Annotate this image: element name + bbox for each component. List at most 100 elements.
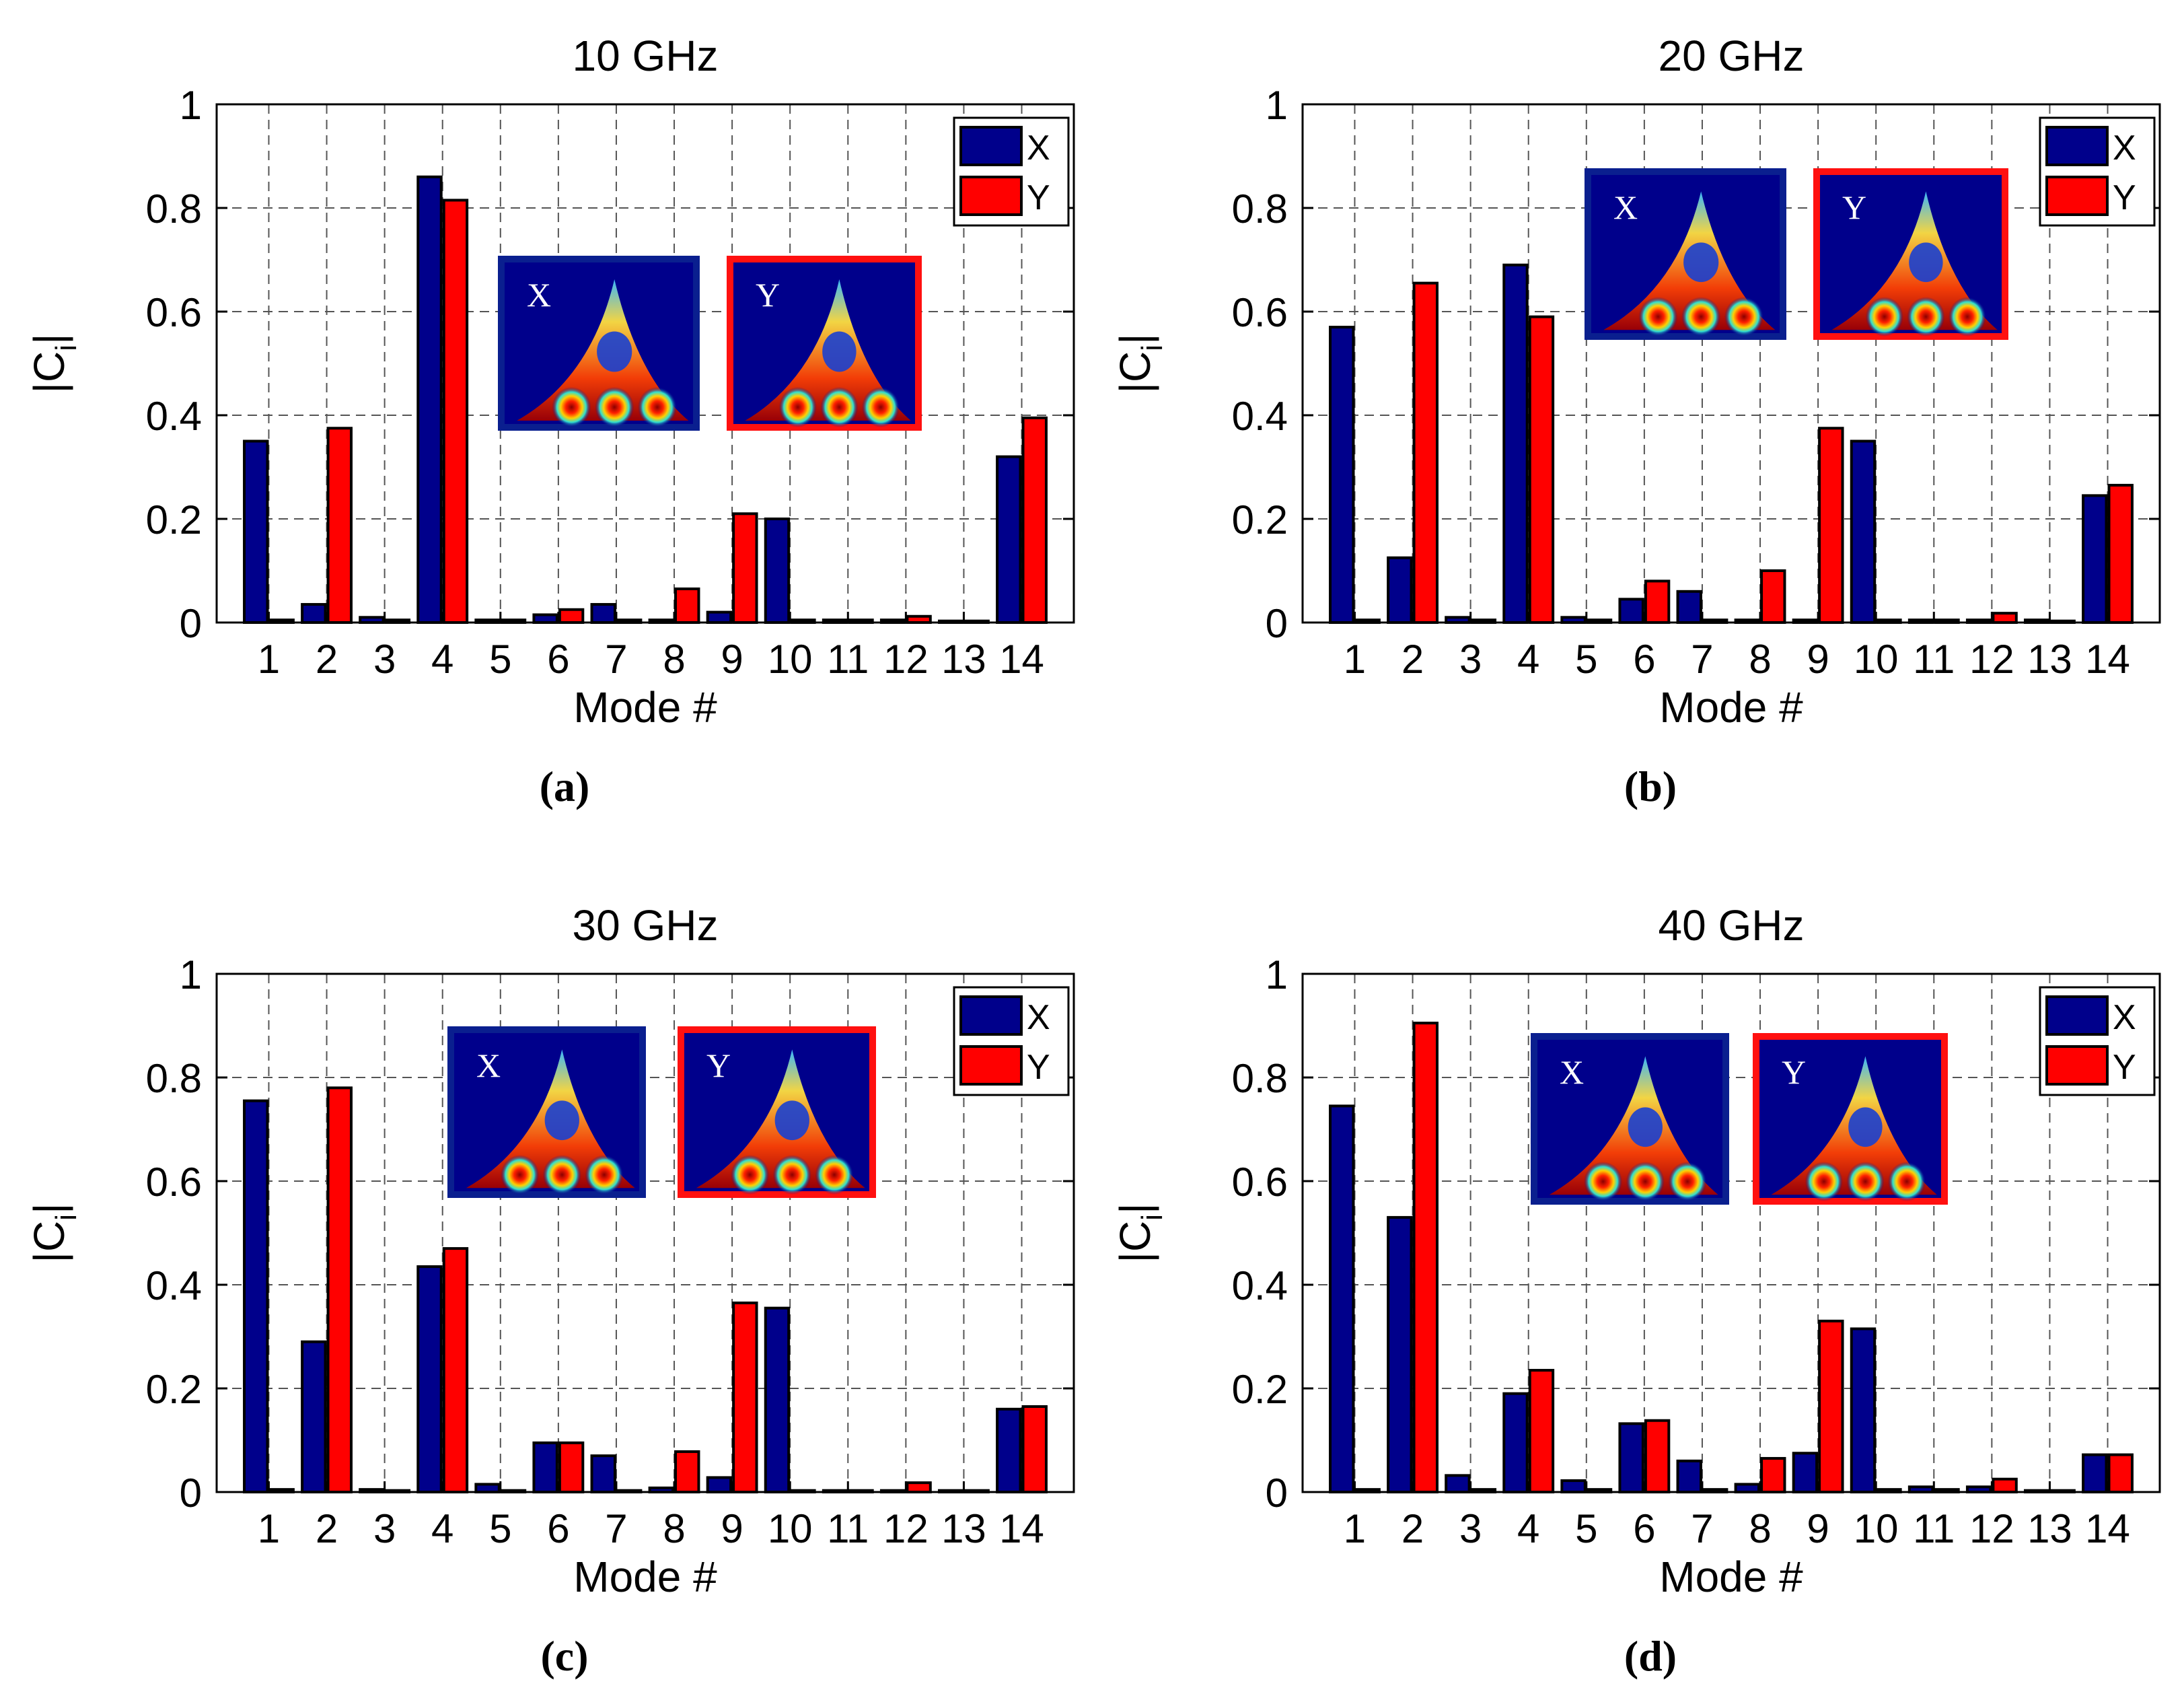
bar-x-mode-5 — [474, 1483, 501, 1493]
x-tick-label: 6 — [1633, 637, 1655, 682]
x-tick-label: 11 — [827, 637, 869, 682]
x-tick-label: 11 — [827, 1506, 869, 1551]
bar-y-mode-14 — [1021, 1405, 1048, 1493]
bar-x-mode-2 — [301, 603, 327, 624]
bar-y-mode-14 — [1021, 416, 1048, 624]
bar-y-mode-6 — [558, 608, 585, 624]
y-tick-label: 1 — [180, 952, 202, 997]
y-axis-label-subscript: i — [50, 345, 83, 351]
legend-label-y: Y — [2113, 1048, 2136, 1087]
bar-y-mode-8 — [674, 587, 700, 625]
inset-label-x: X — [1613, 188, 1638, 226]
inset-label-x: X — [1560, 1053, 1584, 1091]
field-hotspot — [1724, 297, 1763, 337]
bar-x-mode-7 — [590, 1454, 616, 1494]
inset-label-y: Y — [1842, 188, 1866, 226]
field-hotspot — [552, 387, 591, 427]
field-hotspot — [595, 387, 634, 427]
field-hotspot — [1626, 1162, 1665, 1201]
bar-y-mode-2 — [326, 1086, 353, 1493]
x-tick-label: 2 — [1402, 1506, 1424, 1551]
field-inset-x: X — [1531, 1033, 1729, 1205]
x-tick-label: 9 — [1807, 637, 1829, 682]
y-tick-label: 0 — [180, 1471, 202, 1516]
x-tick-label: 4 — [1517, 1506, 1539, 1551]
x-tick-label: 8 — [1749, 637, 1771, 682]
field-hotspot — [1907, 297, 1945, 337]
x-tick-label: 8 — [663, 637, 685, 682]
axis-frame — [1301, 972, 2161, 1493]
legend-label-y: Y — [1027, 1048, 1050, 1087]
field-hotspot — [772, 1155, 811, 1195]
bar-x-mode-1 — [243, 1099, 269, 1493]
bar-x-mode-1 — [1329, 1104, 1355, 1493]
bar-x-mode-9 — [1792, 1452, 1819, 1493]
y-tick-label: 0.2 — [146, 1367, 202, 1412]
field-inset-y: Y — [678, 1026, 876, 1198]
y-tick-label: 0.4 — [146, 394, 202, 439]
x-tick-label: 2 — [316, 1506, 338, 1551]
x-tick-label: 12 — [883, 637, 929, 682]
legend-swatch-y — [959, 1045, 1023, 1086]
bar-x-mode-1 — [243, 439, 269, 624]
x-tick-label: 5 — [1575, 1506, 1597, 1551]
bar-x-mode-10 — [1850, 1327, 1877, 1493]
bar-y-mode-12 — [906, 1481, 932, 1493]
bar-x-mode-14 — [996, 1407, 1022, 1494]
panel-label: (c) — [540, 1632, 588, 1680]
field-hotspot — [501, 1155, 540, 1195]
bar-x-mode-14 — [996, 455, 1022, 624]
x-tick-label: 3 — [1459, 1506, 1482, 1551]
x-tick-label: 9 — [721, 637, 743, 682]
y-axis-label-main: |C — [1111, 1221, 1159, 1263]
bar-x-mode-4 — [416, 175, 443, 624]
field-hotspot — [585, 1155, 624, 1195]
y-axis-label: |Ci| — [25, 1203, 83, 1263]
legend-label-x: X — [2113, 998, 2136, 1037]
x-tick-label: 11 — [1913, 637, 1955, 682]
y-tick-label: 0.6 — [146, 290, 202, 335]
y-tick-label: 1 — [1266, 952, 1288, 997]
bar-y-mode-8 — [1760, 569, 1786, 624]
y-axis-label: |Ci| — [1111, 333, 1169, 393]
x-tick-label: 5 — [489, 637, 511, 682]
x-tick-label: 13 — [2027, 1506, 2072, 1551]
bar-x-mode-10 — [764, 518, 791, 624]
x-tick-label: 8 — [1749, 1506, 1771, 1551]
legend-swatch-x — [959, 995, 1023, 1036]
x-tick-label: 1 — [258, 637, 280, 682]
y-axis-label-close: | — [25, 1203, 73, 1214]
x-tick-label: 4 — [431, 1506, 453, 1551]
chart-title: 20 GHz — [1659, 32, 1805, 80]
bar-y-mode-2 — [1412, 1022, 1439, 1493]
field-hotspot — [1888, 1162, 1926, 1201]
field-inset-x: X — [498, 256, 700, 431]
y-tick-label: 0.2 — [1232, 497, 1288, 542]
x-tick-label: 13 — [941, 637, 986, 682]
inset-label-y: Y — [1782, 1053, 1806, 1091]
y-tick-label: 0.4 — [1232, 394, 1288, 439]
field-inset-y: Y — [1813, 168, 2008, 340]
y-axis-label-subscript: i — [1136, 1214, 1169, 1221]
bar-y-mode-9 — [732, 1301, 758, 1493]
field-hotspot — [731, 1155, 770, 1195]
y-axis-label-main: |C — [25, 1221, 73, 1263]
field-hotspot — [778, 387, 817, 427]
bar-x-mode-2 — [1387, 556, 1413, 624]
bar-x-mode-3 — [1445, 1474, 1471, 1494]
bar-y-mode-4 — [1528, 1369, 1555, 1494]
x-axis-label: Mode # — [573, 1553, 717, 1601]
legend-label-x: X — [1027, 129, 1050, 168]
field-hotspot — [638, 387, 677, 427]
field-core — [1628, 1107, 1663, 1147]
y-tick-label: 0.6 — [146, 1160, 202, 1205]
legend-swatch-x — [2045, 126, 2109, 166]
x-tick-label: 1 — [1344, 1506, 1366, 1551]
bar-y-mode-9 — [1818, 1319, 1844, 1494]
legend-swatch-y — [2045, 1045, 2109, 1086]
x-axis-label: Mode # — [1659, 683, 1803, 732]
field-core — [1848, 1107, 1883, 1147]
